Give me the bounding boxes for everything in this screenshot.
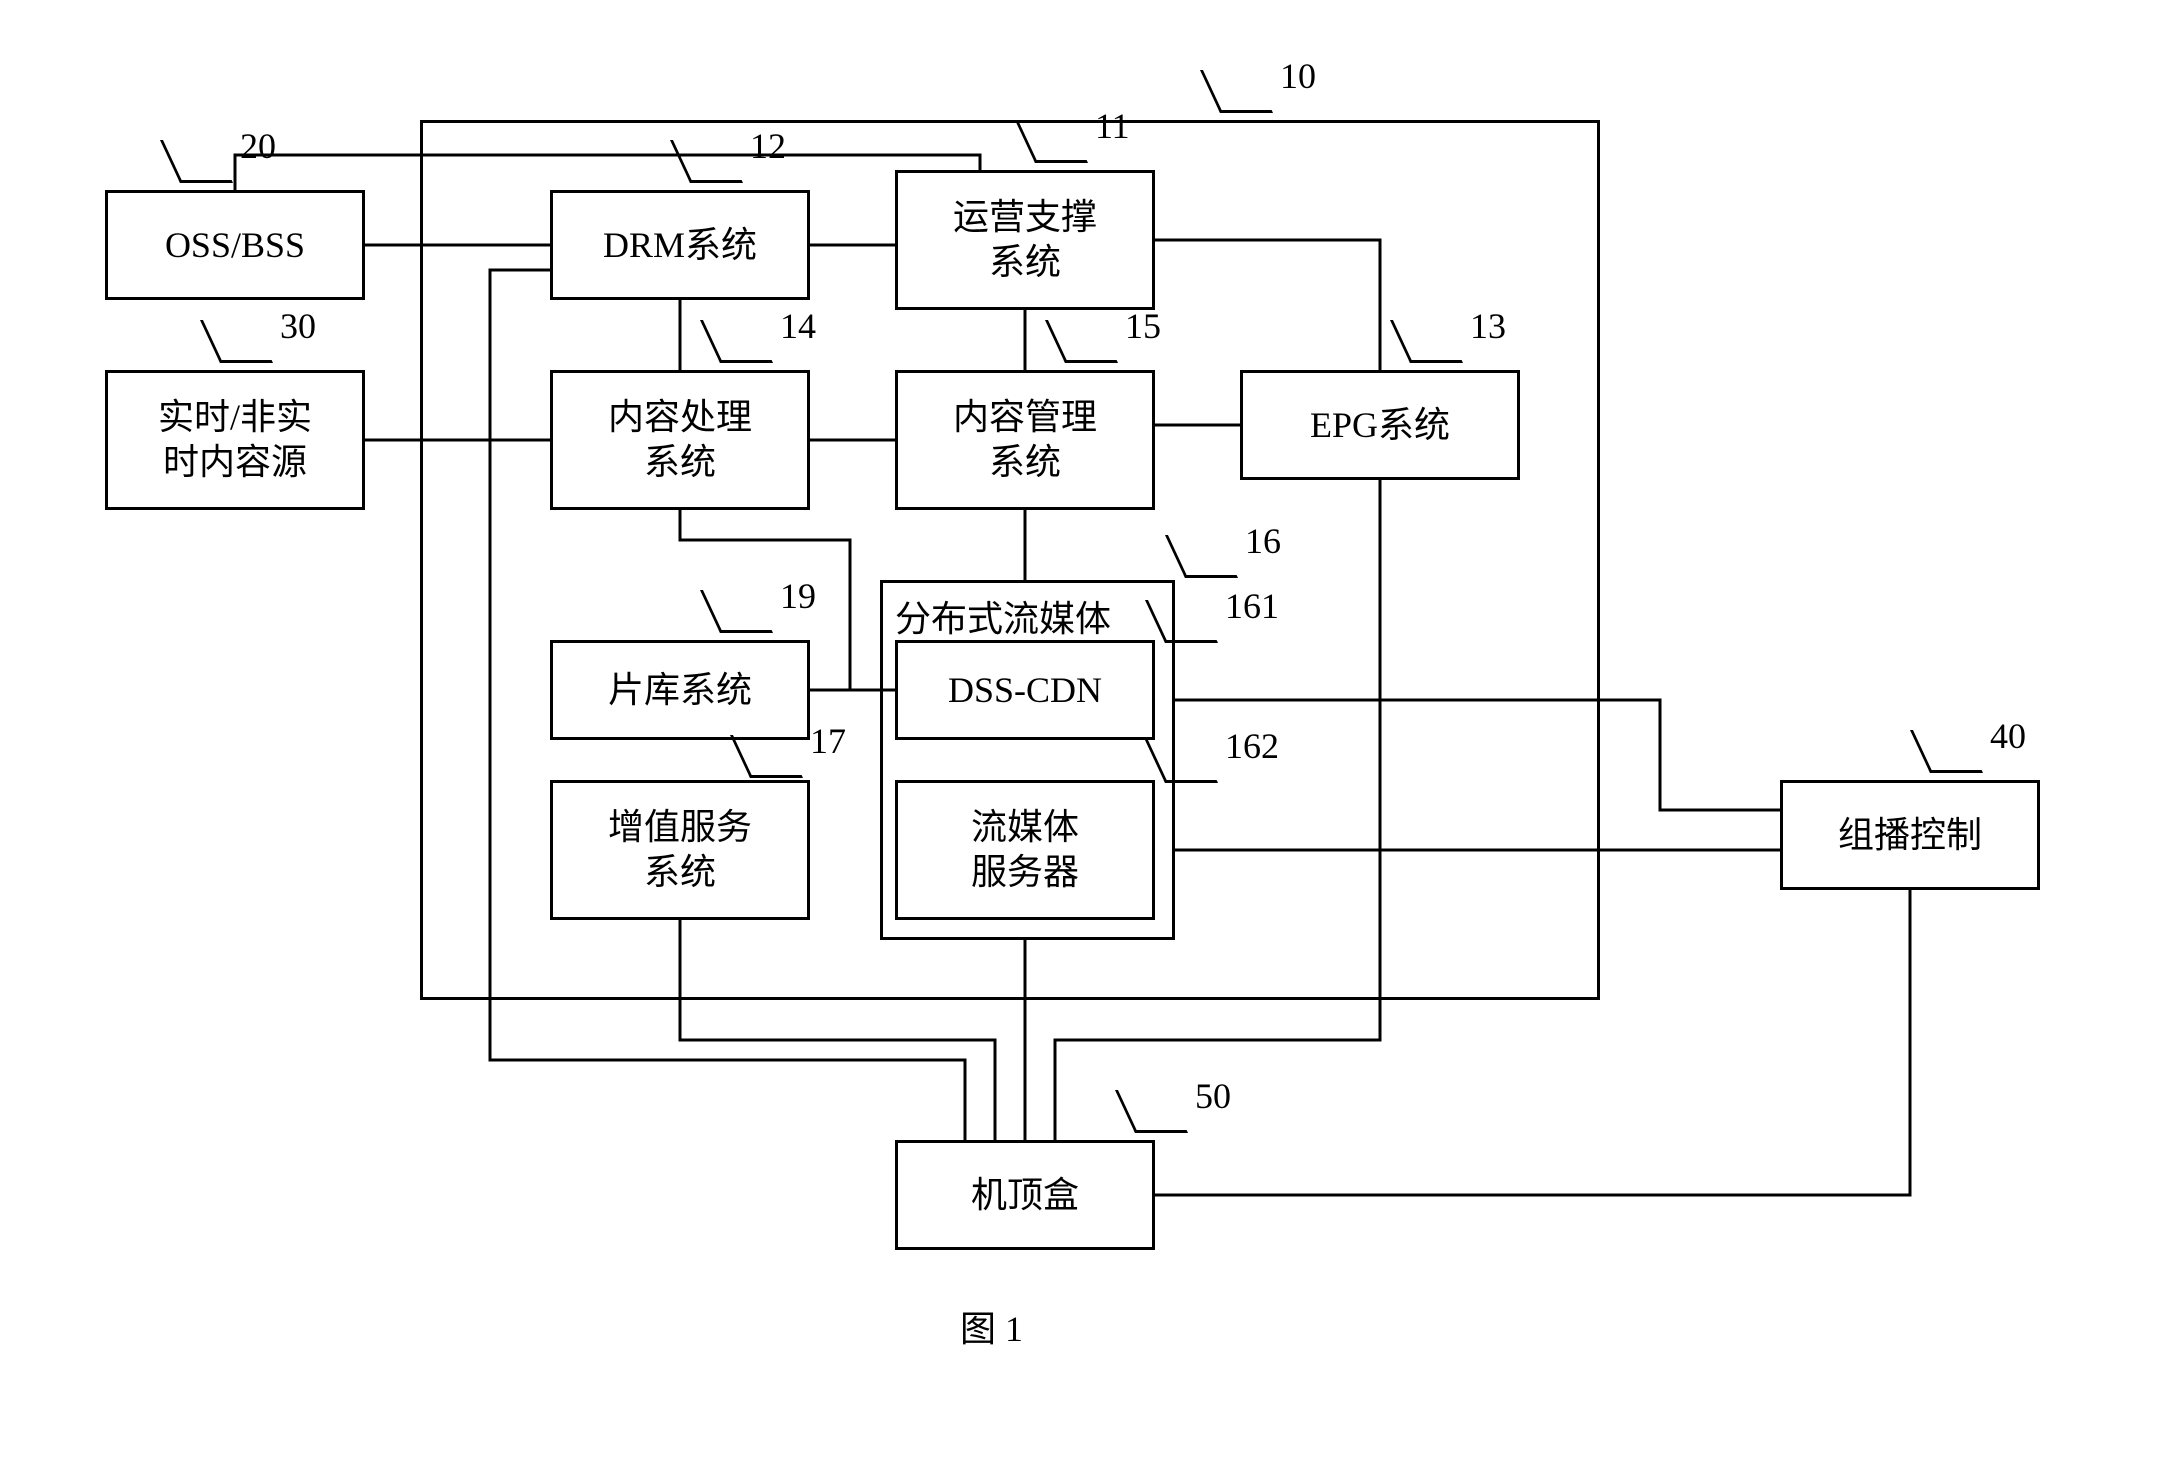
ref-30: 30: [280, 305, 316, 347]
rt-src-node: 实时/非实 时内容源: [105, 370, 365, 510]
ref-16: 16: [1245, 520, 1281, 562]
ref-flag-50: [1115, 1090, 1188, 1133]
content-proc-label: 内容处理 系统: [608, 395, 752, 485]
dss-cdn-node: DSS-CDN: [895, 640, 1155, 740]
ref-10: 10: [1280, 55, 1316, 97]
drm-label: DRM系统: [603, 223, 757, 268]
ref-11: 11: [1095, 105, 1130, 147]
ref-19: 19: [780, 575, 816, 617]
ref-13: 13: [1470, 305, 1506, 347]
figure-caption: 图 1: [960, 1300, 1023, 1352]
ops-node: 运营支撑 系统: [895, 170, 1155, 310]
oss-bss-label: OSS/BSS: [165, 223, 305, 268]
drm-node: DRM系统: [550, 190, 810, 300]
ref-12: 12: [750, 125, 786, 167]
ref-15: 15: [1125, 305, 1161, 347]
epg-label: EPG系统: [1310, 403, 1450, 448]
ref-flag-30: [200, 320, 273, 363]
stb-label: 机顶盒: [971, 1173, 1079, 1218]
oss-bss-node: OSS/BSS: [105, 190, 365, 300]
media-srv-label: 流媒体 服务器: [971, 805, 1079, 895]
mcast-node: 组播控制: [1780, 780, 2040, 890]
content-mgmt-label: 内容管理 系统: [953, 395, 1097, 485]
media-srv-node: 流媒体 服务器: [895, 780, 1155, 920]
vas-label: 增值服务 系统: [608, 805, 752, 895]
epg-node: EPG系统: [1240, 370, 1520, 480]
mcast-label: 组播控制: [1838, 813, 1982, 858]
rt-src-label: 实时/非实 时内容源: [158, 395, 312, 485]
library-label: 片库系统: [608, 668, 752, 713]
dist-streaming-label: 分布式流媒体: [895, 590, 1111, 642]
ops-label: 运营支撑 系统: [953, 195, 1097, 285]
ref-20: 20: [240, 125, 276, 167]
ref-flag-10: [1200, 70, 1273, 113]
ref-50: 50: [1195, 1075, 1231, 1117]
ref-flag-40: [1910, 730, 1983, 773]
library-node: 片库系统: [550, 640, 810, 740]
ref-40: 40: [1990, 715, 2026, 757]
ref-162: 162: [1225, 725, 1279, 767]
ref-17: 17: [810, 720, 846, 762]
stb-node: 机顶盒: [895, 1140, 1155, 1250]
content-mgmt-node: 内容管理 系统: [895, 370, 1155, 510]
ref-flag-20: [160, 140, 233, 183]
vas-node: 增值服务 系统: [550, 780, 810, 920]
ref-14: 14: [780, 305, 816, 347]
dss-cdn-label: DSS-CDN: [948, 668, 1102, 713]
content-proc-node: 内容处理 系统: [550, 370, 810, 510]
ref-161: 161: [1225, 585, 1279, 627]
